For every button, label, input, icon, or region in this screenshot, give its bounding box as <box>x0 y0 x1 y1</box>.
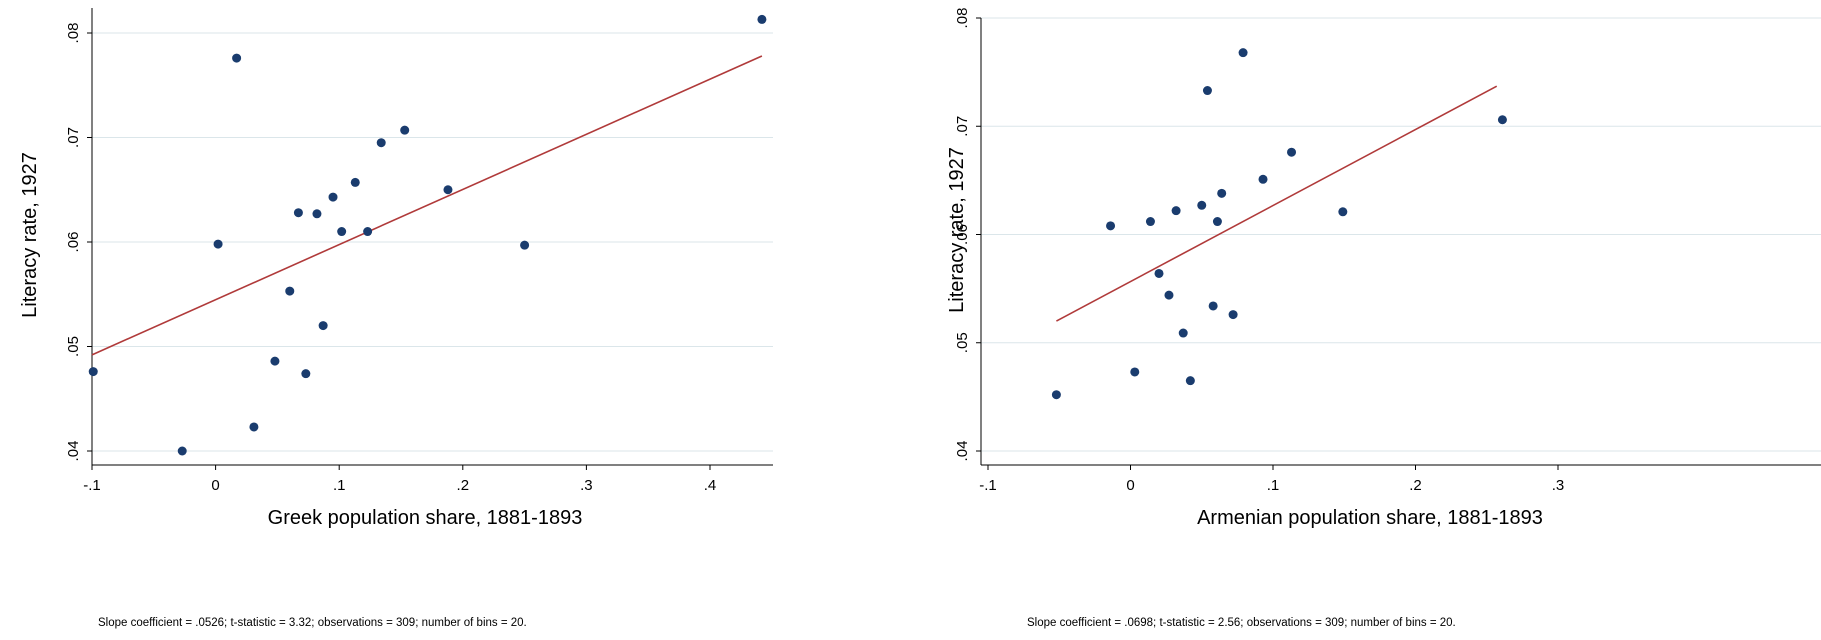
x-tick-label: .3 <box>580 477 593 494</box>
data-point <box>293 208 303 218</box>
y-tick-label: .05 <box>65 336 82 357</box>
data-point <box>1202 86 1212 96</box>
x-tick-label: .3 <box>1552 477 1565 494</box>
data-point <box>213 239 223 249</box>
scatter-chart-armenian: .04 .05 .06 .07 .08 -.1 0 .1 .2 .3 Armenian popula… <box>946 8 1821 529</box>
data-point <box>350 177 360 187</box>
data-point <box>443 185 453 195</box>
y-tick-label: .08 <box>954 8 971 29</box>
data-point <box>177 446 187 456</box>
data-point <box>1130 367 1140 377</box>
data-point <box>1208 301 1218 311</box>
data-point <box>1217 188 1227 198</box>
data-point <box>1154 268 1164 278</box>
scatter-chart-greek: .04 .05 .06 .07 .08 -.1 0 .1 .2 .3 .4 Greek populat… <box>19 8 773 529</box>
x-tick-label: -.1 <box>83 477 101 494</box>
data-point <box>1171 206 1181 216</box>
chart-panel-greek: .04 .05 .06 .07 .08 -.1 0 .1 .2 .3 .4 Greek populat… <box>0 0 910 640</box>
y-axis-title: Literacy rate, 1927 <box>19 152 41 318</box>
data-point <box>337 227 347 237</box>
chart-panel-armenian: .04 .05 .06 .07 .08 -.1 0 .1 .2 .3 Armenian popula… <box>910 0 1821 640</box>
data-point <box>301 369 311 379</box>
fit-line <box>1056 85 1498 322</box>
data-point <box>400 125 410 135</box>
fit-line <box>91 55 763 356</box>
data-point <box>270 356 280 366</box>
data-point <box>1497 115 1507 125</box>
data-point <box>232 53 242 63</box>
data-point <box>1338 207 1348 217</box>
data-point <box>1228 310 1238 320</box>
data-point <box>1164 290 1174 300</box>
y-tick-label: .06 <box>65 232 82 253</box>
x-tick-label: .1 <box>1267 477 1280 494</box>
x-axis-title: Armenian population share, 1881-1893 <box>1197 507 1543 529</box>
y-tick-label: .06 <box>954 224 971 245</box>
x-tick-label: 0 <box>1126 477 1134 494</box>
chart-footnote: Slope coefficient = .0698; t-statistic =… <box>1027 617 1456 629</box>
x-tick-label: .4 <box>704 477 717 494</box>
y-tick-label: .04 <box>954 441 971 462</box>
data-point <box>328 192 338 202</box>
y-tick-label: .07 <box>954 116 971 137</box>
data-point <box>376 138 386 148</box>
data-point <box>1258 174 1268 184</box>
data-point <box>1238 48 1248 58</box>
data-point <box>1212 217 1222 227</box>
data-point <box>1287 147 1297 157</box>
data-point <box>249 422 259 432</box>
x-tick-label: .2 <box>1409 477 1422 494</box>
data-point <box>520 240 530 250</box>
data-point <box>363 227 373 237</box>
data-point <box>1197 200 1207 210</box>
x-tick-label: -.1 <box>979 477 997 494</box>
data-point <box>88 367 98 377</box>
data-point <box>1106 221 1116 231</box>
data-point <box>1051 390 1061 400</box>
y-axis-title: Literacy rate, 1927 <box>946 147 968 313</box>
x-axis-title: Greek population share, 1881-1893 <box>268 507 583 529</box>
data-point <box>1145 217 1155 227</box>
data-point <box>312 209 322 219</box>
data-point <box>757 14 767 24</box>
x-tick-label: .2 <box>457 477 470 494</box>
y-tick-label: .07 <box>65 127 82 148</box>
data-point <box>318 321 328 331</box>
chart-footnote: Slope coefficient = .0526; t-statistic =… <box>98 617 527 629</box>
data-point <box>1185 376 1195 386</box>
data-point <box>1178 328 1188 338</box>
x-tick-label: 0 <box>211 477 219 494</box>
y-tick-label: .05 <box>954 332 971 353</box>
y-tick-label: .08 <box>65 23 82 44</box>
x-tick-label: .1 <box>333 477 346 494</box>
data-point <box>285 286 295 296</box>
y-tick-label: .04 <box>65 441 82 462</box>
